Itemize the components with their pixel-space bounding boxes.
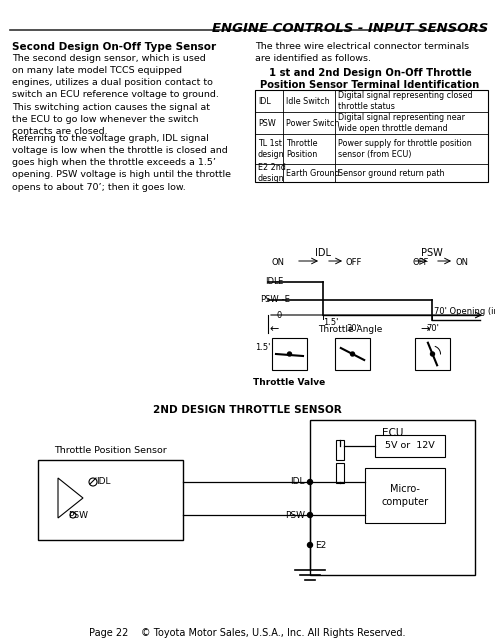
Text: 1.5': 1.5'	[254, 344, 270, 353]
Bar	[365, 468, 445, 523]
Text: Referring to the voltage graph, IDL signal
voltage is low when the throttle is c: Referring to the voltage graph, IDL sign…	[12, 134, 231, 191]
Text: The three wire electrical connector terminals
are identified as follows.: The three wire electrical connector term…	[255, 42, 469, 63]
Circle shape	[288, 352, 292, 356]
Text: IDL: IDL	[96, 477, 110, 486]
Bar	[415, 338, 450, 370]
Circle shape	[307, 543, 312, 547]
Text: Throttle Position Sensor: Throttle Position Sensor	[54, 446, 167, 455]
Bar	[38, 460, 183, 540]
Text: Second Design On-Off Type Sensor: Second Design On-Off Type Sensor	[12, 42, 216, 52]
Text: Power Switch: Power Switch	[286, 118, 340, 127]
Text: E2 2nd
design: E2 2nd design	[258, 163, 286, 182]
Text: PSW: PSW	[421, 248, 443, 258]
Text: PSW: PSW	[260, 296, 279, 305]
Bar	[336, 463, 344, 483]
Circle shape	[307, 513, 312, 518]
Text: →: →	[421, 324, 430, 334]
Text: TL 1st
design: TL 1st design	[258, 140, 285, 159]
Text: 70' Opening (in Degrees): 70' Opening (in Degrees)	[434, 307, 495, 316]
Text: PSW: PSW	[68, 511, 88, 520]
Text: PSW: PSW	[258, 118, 276, 127]
Text: ON: ON	[272, 258, 285, 267]
Text: 70': 70'	[426, 324, 439, 333]
Text: Micro-
computer: Micro- computer	[382, 484, 429, 507]
Text: Throttle
Position: Throttle Position	[286, 140, 317, 159]
Text: OFF: OFF	[346, 258, 362, 267]
Text: Idle Switch: Idle Switch	[286, 97, 330, 106]
Text: IDL: IDL	[265, 278, 279, 287]
Bar	[272, 338, 307, 370]
Circle shape	[350, 352, 354, 356]
Text: Power supply for throttle position
sensor (from ECU): Power supply for throttle position senso…	[338, 140, 472, 159]
Text: 30': 30'	[346, 324, 359, 333]
Text: 0: 0	[277, 310, 282, 319]
Text: Sensor ground return path: Sensor ground return path	[338, 168, 445, 177]
Bar	[335, 338, 370, 370]
Text: Earth Ground: Earth Ground	[286, 168, 340, 177]
Text: Digital signal representing closed
throttle status: Digital signal representing closed throt…	[338, 92, 473, 111]
Text: The second design sensor, which is used
on many late model TCCS equipped
engines: The second design sensor, which is used …	[12, 54, 219, 136]
Text: Digital signal representing near
wide open throttle demand: Digital signal representing near wide op…	[338, 113, 465, 132]
Bar	[310, 420, 475, 575]
Text: 5V or  12V: 5V or 12V	[385, 442, 435, 451]
Circle shape	[431, 352, 435, 356]
Text: 1.5': 1.5'	[323, 318, 339, 327]
Text: OFF: OFF	[413, 258, 429, 267]
Circle shape	[307, 479, 312, 484]
Text: IDL: IDL	[258, 97, 271, 106]
Bar	[255, 90, 488, 182]
Text: ECU: ECU	[382, 428, 403, 438]
Text: Throttle Valve: Throttle Valve	[253, 378, 326, 387]
Bar	[375, 435, 445, 457]
Text: E2: E2	[315, 541, 326, 550]
Text: Throttle Angle: Throttle Angle	[318, 324, 382, 333]
Text: Page 22    © Toyota Motor Sales, U.S.A., Inc. All Rights Reserved.: Page 22 © Toyota Motor Sales, U.S.A., In…	[89, 628, 406, 638]
Text: -E: -E	[276, 278, 284, 287]
Text: 2ND DESIGN THROTTLE SENSOR: 2ND DESIGN THROTTLE SENSOR	[153, 405, 342, 415]
Text: PSW: PSW	[285, 511, 305, 520]
Text: ON: ON	[455, 258, 468, 267]
Text: ENGINE CONTROLS - INPUT SENSORS: ENGINE CONTROLS - INPUT SENSORS	[212, 22, 488, 35]
Text: 1 st and 2nd Design On-Off Throttle
Position Sensor Terminal Identification: 1 st and 2nd Design On-Off Throttle Posi…	[260, 68, 480, 90]
Text: -E: -E	[279, 296, 290, 305]
Text: ←: ←	[270, 324, 279, 334]
Text: IDL: IDL	[315, 248, 331, 258]
Text: IDL: IDL	[291, 477, 305, 486]
Bar	[336, 440, 344, 460]
